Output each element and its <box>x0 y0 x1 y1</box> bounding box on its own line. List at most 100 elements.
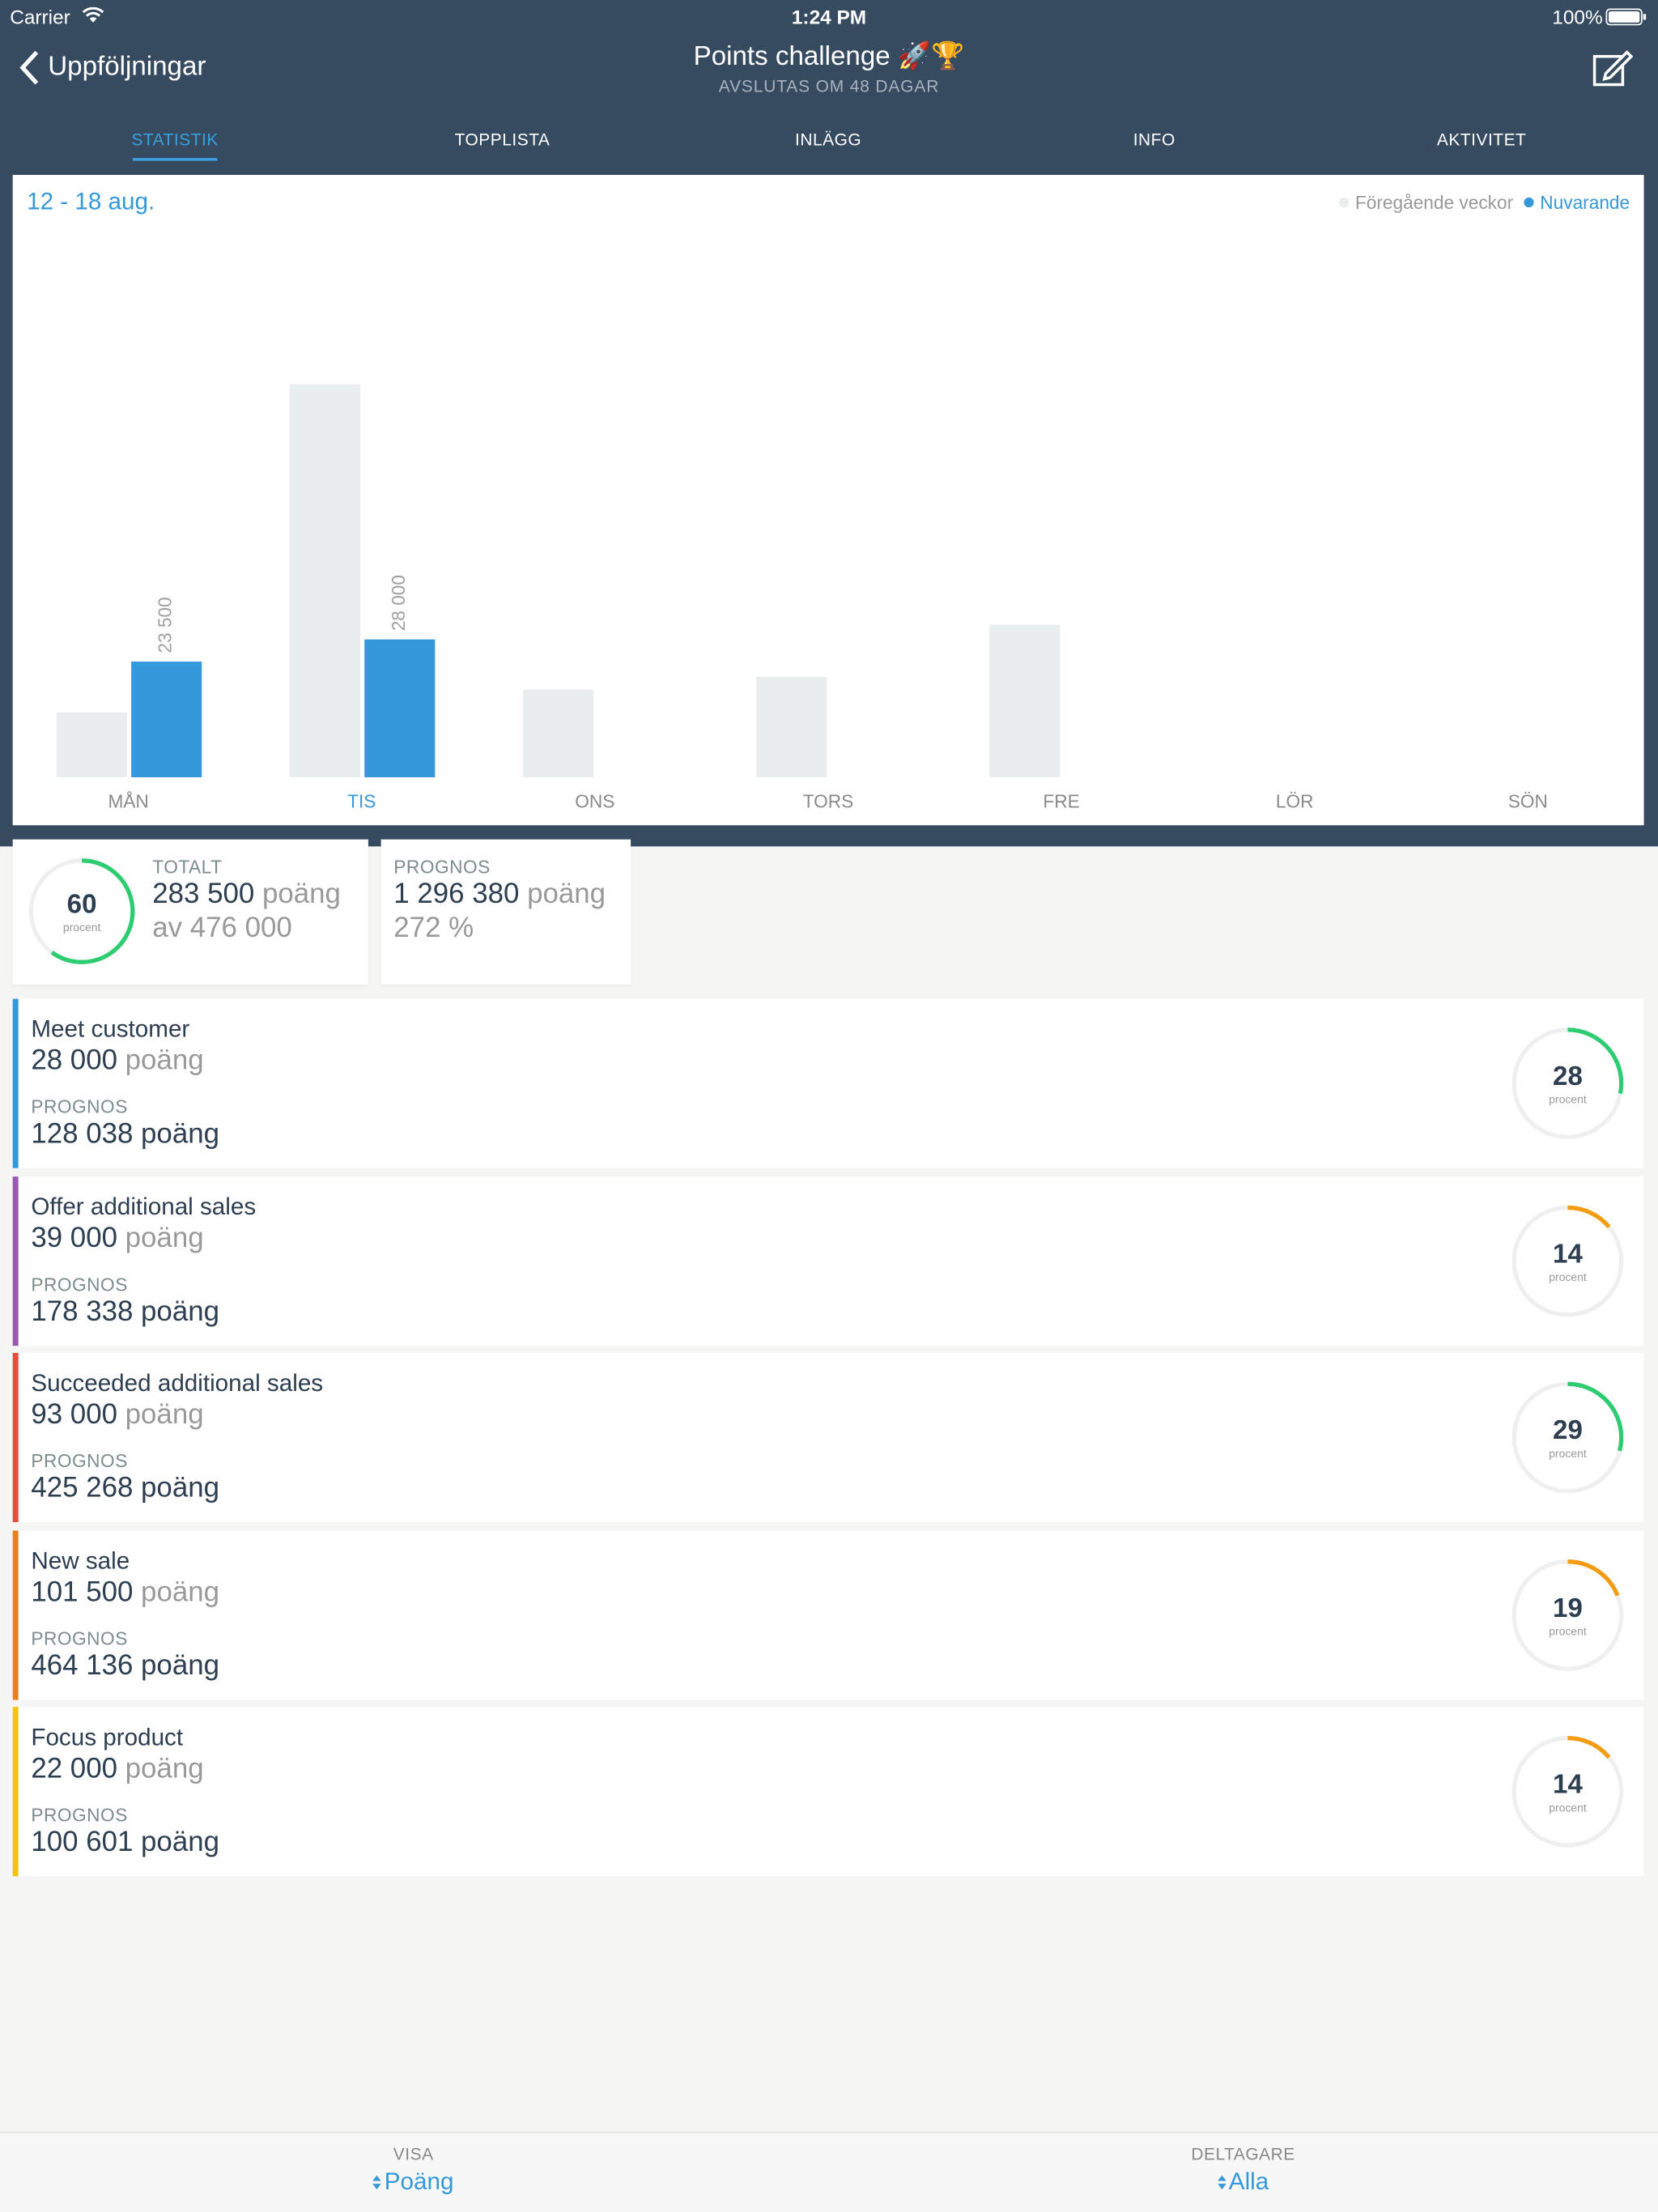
battery-icon <box>1605 8 1647 26</box>
chart-title: 12 - 18 aug. <box>27 189 155 215</box>
ring-arc <box>1511 1559 1624 1671</box>
ring-value: 28 <box>1553 1061 1583 1091</box>
total-points: 283 500 poäng <box>152 878 341 911</box>
item-color-bar <box>12 998 19 1168</box>
forecast-unit: poäng <box>527 878 606 910</box>
legend: Föregående veckor Nuvarande <box>1339 191 1630 214</box>
item-card[interactable]: Offer additional sales 39 000 poäng PROGNO… <box>12 1176 1644 1346</box>
sort-icon <box>1217 2175 1226 2190</box>
tab-underline <box>132 158 218 161</box>
legend-label: Föregående veckor <box>1354 191 1514 214</box>
back-icon[interactable] <box>19 49 41 86</box>
x-tick-label: ONS <box>575 790 614 811</box>
item-ring: 28 procent <box>1511 1027 1624 1139</box>
ring-arc <box>1511 1381 1624 1494</box>
x-tick-label: FRE <box>1043 790 1079 811</box>
total-value: 283 500 <box>152 878 255 910</box>
total-card: 60 procent TOTALT 283 500 poäng av 476 00… <box>12 839 368 985</box>
forecast-points: 1 296 380 poäng <box>393 878 606 911</box>
item-points-value: 39 000 <box>31 1222 117 1254</box>
total-of: av 476 000 <box>152 912 292 944</box>
ring-value: 29 <box>1553 1416 1583 1446</box>
footer-control[interactable]: VISA Poäng <box>202 2144 625 2196</box>
ring-arc <box>1511 1027 1624 1139</box>
footer-control[interactable]: DELTAGARE Alla <box>1031 2144 1455 2196</box>
tab[interactable]: AKTIVITET <box>1436 130 1527 150</box>
sort-icon-shape <box>372 2175 382 2190</box>
footer-value: Poäng <box>384 2167 454 2196</box>
item-card[interactable]: New sale 101 500 poäng PROGNOS 464 136 poän… <box>12 1530 1644 1700</box>
ring-unit: procent <box>1549 1624 1587 1637</box>
item-points: 28 000 poäng <box>31 1045 203 1078</box>
battery-text: 100% <box>1552 5 1603 28</box>
item-points: 93 000 poäng <box>31 1400 203 1432</box>
bar <box>56 712 127 778</box>
forecast-value: 1 296 380 <box>393 878 520 910</box>
item-forecast-label: PROGNOS <box>31 1450 128 1472</box>
bar <box>522 689 594 778</box>
footer-value: Alla <box>1228 2167 1269 2196</box>
back-button[interactable]: Uppföljningar <box>48 52 206 83</box>
total-label: TOTALT <box>152 856 223 878</box>
footer-value-row: Poäng <box>202 2168 625 2197</box>
sort-icon <box>372 2175 382 2190</box>
item-forecast: 178 338 poäng <box>31 1295 219 1327</box>
item-name: Offer additional sales <box>31 1193 257 1220</box>
tab[interactable]: TOPPLISTA <box>454 130 551 150</box>
ring-unit: procent <box>1549 1270 1587 1283</box>
footer: VISA Poäng DELTAGARE Alla <box>0 2131 1658 2212</box>
ring-unit: procent <box>1549 1447 1587 1460</box>
item-forecast-label: PROGNOS <box>31 1273 128 1295</box>
tab[interactable]: STATISTIK <box>34 130 317 161</box>
forecast-percent: 272 % <box>393 912 474 944</box>
item-points-value: 22 000 <box>31 1754 117 1785</box>
forecast-label: PROGNOS <box>393 856 491 878</box>
item-forecast: 128 038 poäng <box>31 1118 219 1151</box>
item-name: Focus product <box>31 1724 184 1751</box>
bar <box>989 624 1061 778</box>
item-card[interactable]: Meet customer 28 000 poäng PROGNOS 128 038 … <box>12 998 1644 1168</box>
item-color-bar <box>12 1176 19 1346</box>
tab[interactable]: INLÄGG <box>795 130 862 150</box>
legend-swatch <box>1524 197 1535 208</box>
footer-label: DELTAGARE <box>1191 2144 1295 2164</box>
total-unit: poäng <box>261 878 341 910</box>
item-points-unit: poäng <box>125 1045 204 1077</box>
tab[interactable]: INFO <box>1133 130 1175 150</box>
item-forecast: 425 268 poäng <box>31 1473 219 1504</box>
item-name: Meet customer <box>31 1015 190 1043</box>
value-label: 28 000 <box>388 575 409 631</box>
total-ring: 60 procent <box>28 858 135 964</box>
x-tick-label: LÖR <box>1276 790 1314 811</box>
ring-value: 60 <box>67 889 97 919</box>
legend-item: Nuvarande <box>1524 192 1630 213</box>
nav-subtitle: AVSLUTAS OM 48 DAGAR <box>718 76 940 96</box>
ring-value: 14 <box>1553 1770 1583 1800</box>
ring-unit: procent <box>1549 1093 1587 1106</box>
edit-button[interactable] <box>1592 46 1634 88</box>
ring-arc <box>1511 1205 1624 1317</box>
ring-value: 14 <box>1553 1239 1583 1269</box>
header: Carrier 1:24 PM 100% Uppföljningar Point… <box>0 0 1658 847</box>
ring-unit: procent <box>1549 1802 1587 1814</box>
item-points-value: 101 500 <box>31 1576 134 1608</box>
ring-unit: procent <box>63 921 101 934</box>
item-points: 39 000 poäng <box>31 1223 203 1255</box>
item-points-unit: poäng <box>125 1399 204 1431</box>
item-card[interactable]: Succeeded additional sales 93 000 poäng PR… <box>12 1353 1644 1523</box>
chart-card: 12 - 18 aug. 23 500 MÅN 28 000 TIS ONS TORS FR… <box>12 175 1644 826</box>
item-name: Succeeded additional sales <box>31 1370 324 1397</box>
ring-value: 19 <box>1553 1593 1583 1623</box>
item-forecast: 464 136 poäng <box>31 1650 219 1682</box>
item-card[interactable]: Focus product 22 000 poäng PROGNOS 100 601 … <box>12 1707 1644 1878</box>
item-forecast: 100 601 poäng <box>31 1827 219 1859</box>
wifi-icon <box>82 6 104 23</box>
x-tick-label: TIS <box>347 790 376 811</box>
item-color-bar <box>12 1707 19 1878</box>
item-points-unit: poäng <box>125 1222 204 1254</box>
bar <box>756 676 827 778</box>
x-tick-label: SÖN <box>1508 790 1548 811</box>
